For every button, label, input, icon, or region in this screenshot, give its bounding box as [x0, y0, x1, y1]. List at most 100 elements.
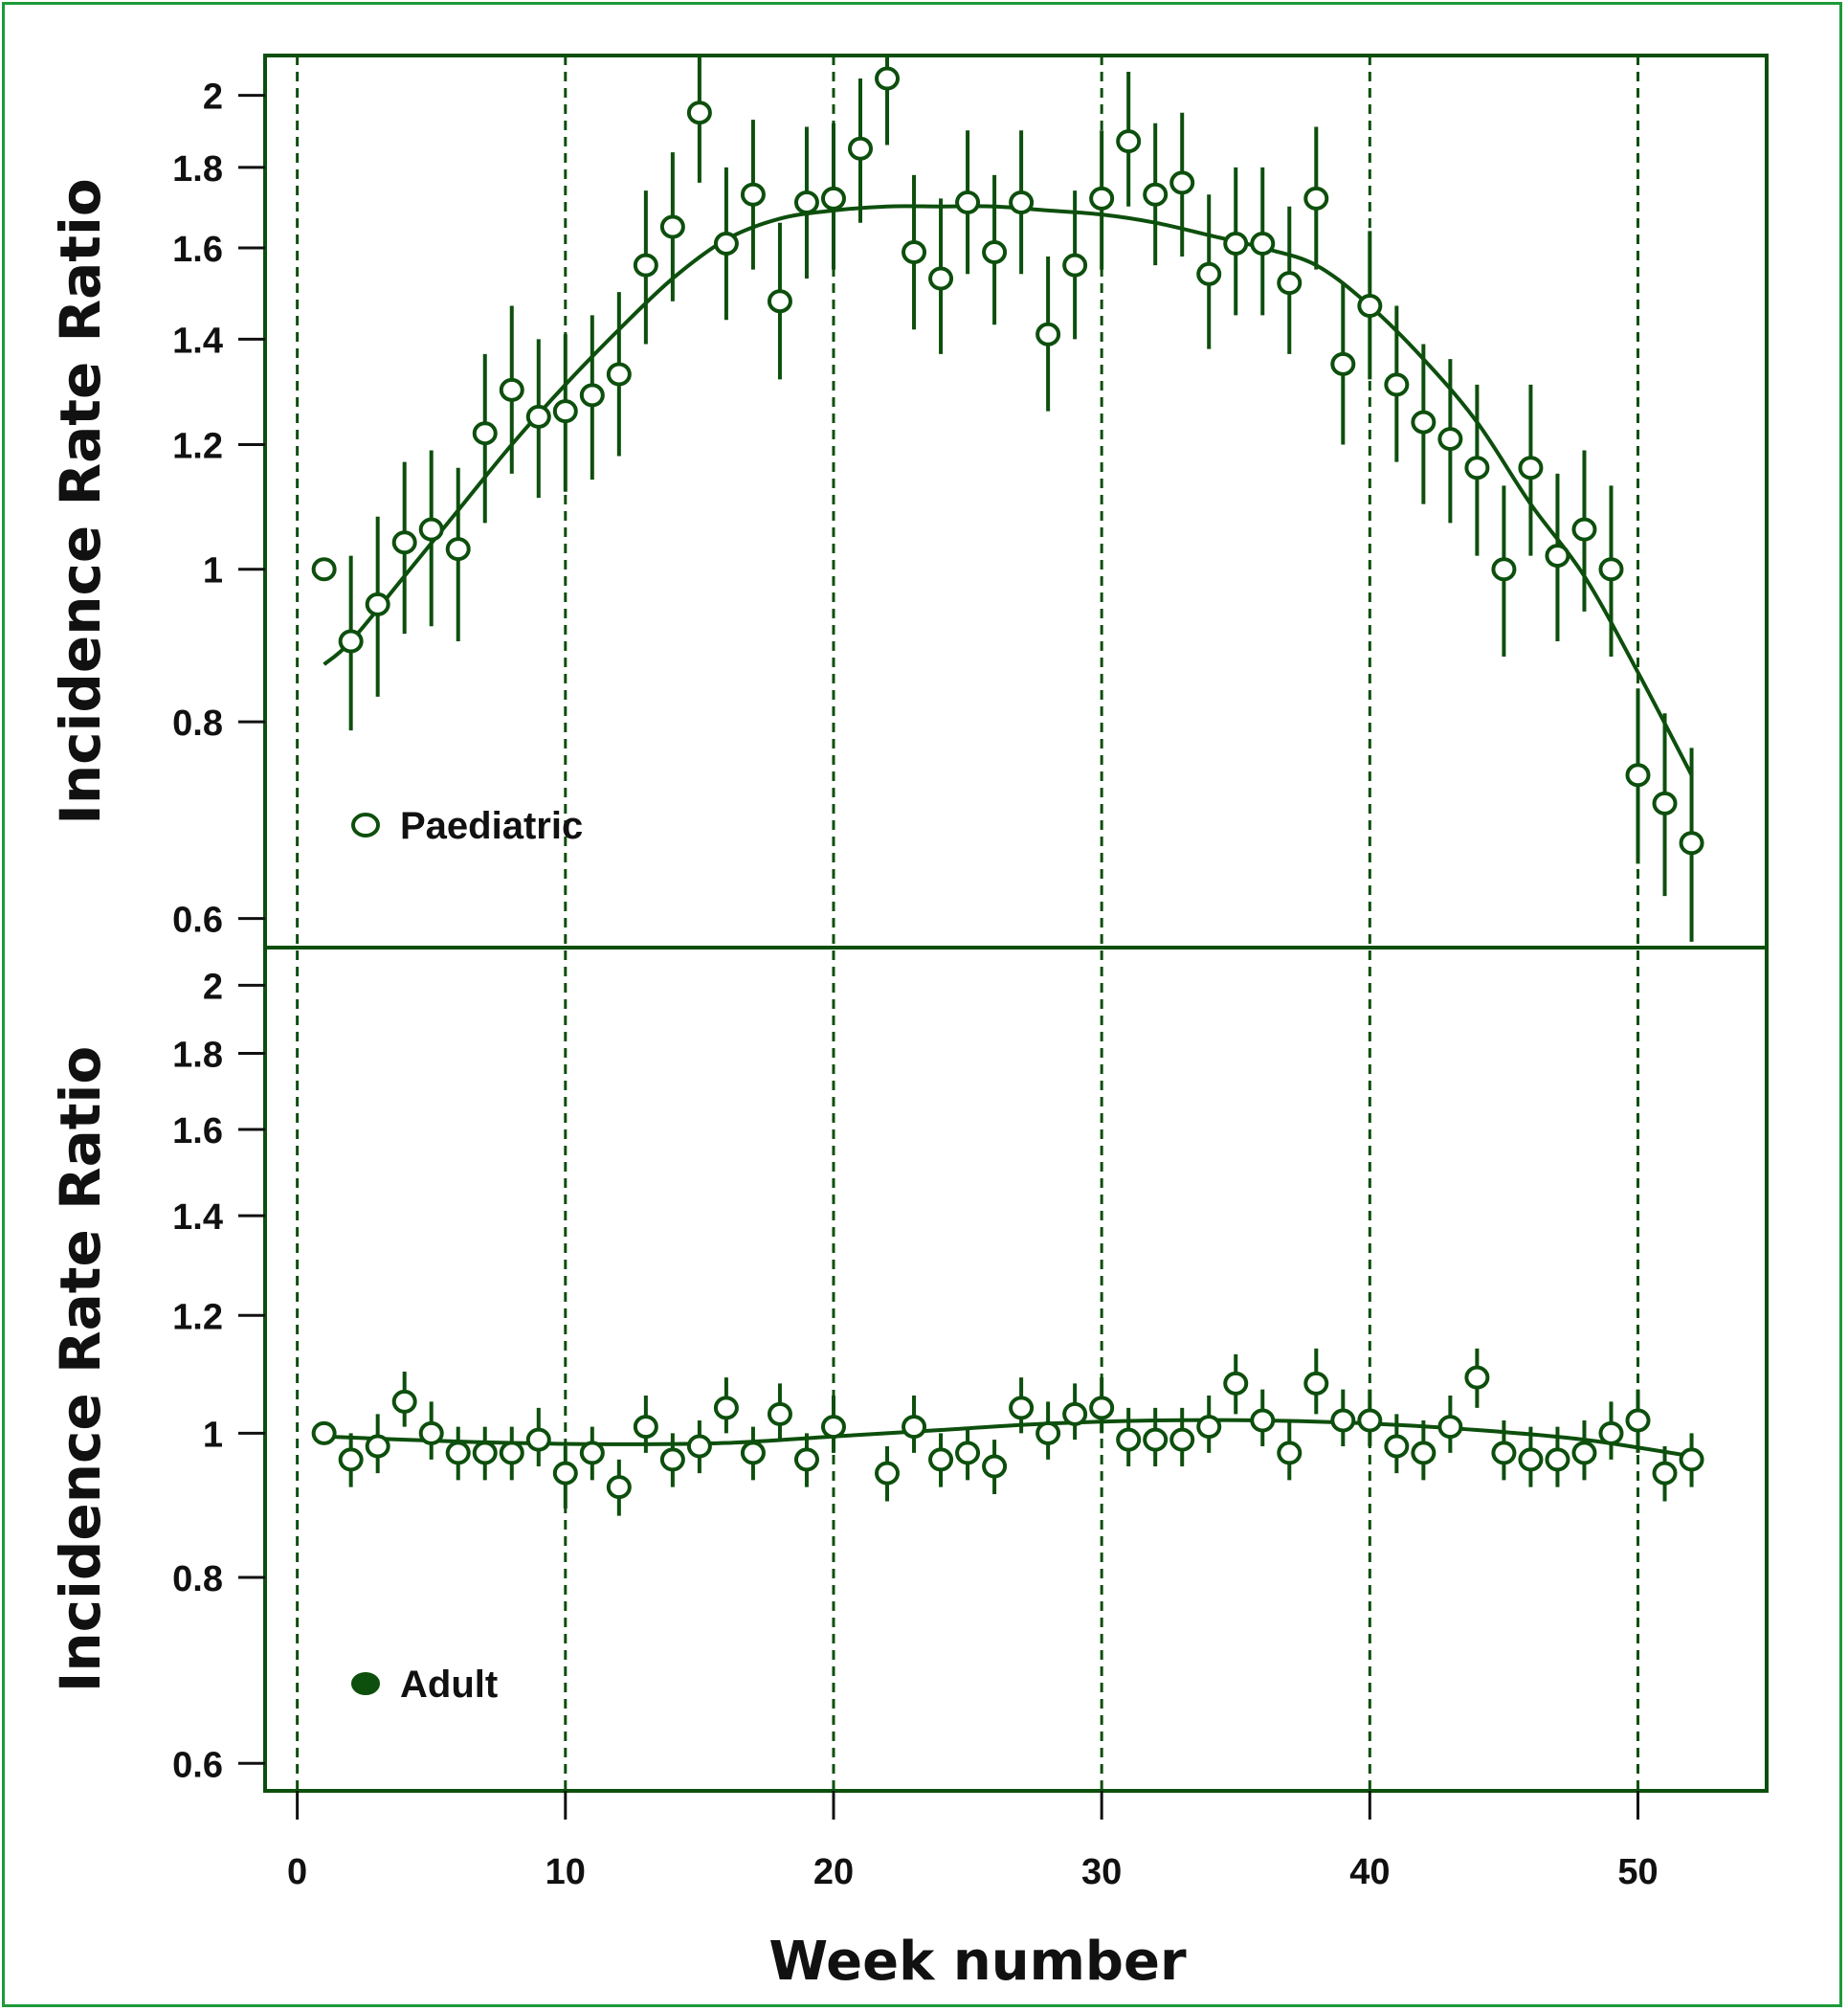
data-point — [740, 1441, 766, 1465]
data-point — [982, 239, 1008, 264]
data-point — [1464, 456, 1490, 480]
y-tick-label: 2 — [203, 967, 223, 1007]
y-tick-label: 1 — [203, 551, 223, 592]
data-point — [1035, 322, 1061, 346]
y-tick-label: 0.6 — [172, 901, 223, 941]
data-point — [1143, 1427, 1169, 1452]
data-point — [1652, 791, 1678, 816]
x-tick-label: 50 — [1617, 1852, 1658, 1892]
data-point — [472, 1441, 498, 1465]
data-point — [606, 362, 632, 387]
data-point — [659, 1447, 685, 1472]
data-point — [686, 101, 712, 125]
y-tick-label: 2 — [203, 78, 223, 118]
data-point — [982, 1454, 1008, 1479]
y-tick-label: 1.4 — [172, 1197, 223, 1238]
data-point — [311, 1420, 337, 1445]
data-point — [445, 1441, 471, 1465]
y-axis-title: Incidence Rate Ratio — [48, 178, 113, 825]
y-tick-label: 1.2 — [172, 426, 223, 466]
data-point — [1223, 1371, 1249, 1396]
plot-border — [263, 54, 1769, 1793]
data-point — [1357, 1408, 1383, 1433]
data-point — [740, 182, 766, 207]
y-tick-label: 1.6 — [172, 1111, 223, 1151]
data-point — [338, 1447, 364, 1472]
data-point — [391, 530, 417, 555]
legend-label: Paediatric — [400, 805, 583, 847]
y-tick-label: 1.8 — [172, 1035, 223, 1075]
data-point — [1679, 831, 1704, 856]
data-point — [1303, 1371, 1329, 1396]
data-point — [1598, 557, 1624, 582]
data-point — [1357, 294, 1383, 319]
data-point — [928, 266, 954, 291]
fit-curve-paediatric — [323, 204, 1694, 776]
legends: Paediatric Adult — [351, 805, 583, 1706]
y-tick-label: 1.4 — [172, 321, 223, 361]
data-point — [1625, 763, 1651, 788]
data-point — [418, 517, 444, 542]
data-point — [1330, 1408, 1356, 1433]
data-point — [767, 289, 792, 314]
data-point — [445, 537, 471, 562]
data-point — [1598, 1420, 1624, 1445]
data-point — [820, 1415, 846, 1440]
data-point — [1384, 1434, 1410, 1459]
data-point — [1411, 1441, 1436, 1465]
data-point — [659, 214, 685, 239]
data-point — [1303, 186, 1329, 211]
data-point — [955, 1441, 981, 1465]
axes — [238, 54, 1769, 1820]
data-point — [365, 592, 390, 616]
data-point — [875, 66, 901, 91]
data-point — [1250, 1408, 1276, 1433]
legend-marker-open — [351, 813, 380, 838]
legend-label: Adult — [400, 1664, 498, 1706]
data-point — [1491, 1441, 1517, 1465]
data-point — [1571, 517, 1597, 542]
data-point — [606, 1475, 632, 1500]
data-point — [1196, 1415, 1222, 1440]
data-points — [311, 56, 1704, 1516]
data-point — [713, 232, 739, 257]
y-tick-label: 0.8 — [172, 704, 223, 744]
data-point — [1196, 261, 1222, 286]
data-point — [338, 629, 364, 654]
data-point — [1169, 1427, 1195, 1452]
data-point — [552, 1461, 578, 1486]
x-tick-label: 0 — [287, 1852, 307, 1892]
data-point — [902, 239, 927, 264]
data-point — [1518, 456, 1544, 480]
data-point — [365, 1434, 390, 1459]
x-tick-label: 20 — [813, 1852, 854, 1892]
x-tick-label: 10 — [545, 1852, 586, 1892]
data-point — [686, 1434, 712, 1459]
legend-marker-filled — [351, 1672, 380, 1695]
data-point — [1437, 427, 1463, 452]
data-point — [1250, 232, 1276, 257]
data-point — [875, 1461, 901, 1486]
data-point — [820, 186, 846, 211]
y-tick-label: 0.8 — [172, 1559, 223, 1599]
data-point — [1143, 182, 1169, 207]
data-point — [391, 1389, 417, 1414]
data-point — [847, 136, 873, 161]
data-point — [1277, 1441, 1303, 1465]
gridlines — [296, 56, 1640, 1791]
data-point — [713, 1396, 739, 1420]
data-point — [1545, 1447, 1570, 1472]
data-point — [1330, 351, 1356, 376]
data-point — [1384, 372, 1410, 397]
x-tick-label: 40 — [1349, 1852, 1390, 1892]
axis-labels: 0.6 0.8 1 1.2 1.4 1.6 1.8 2 Incidence Rate Ratio… — [48, 78, 1659, 1993]
data-point — [1009, 1396, 1035, 1420]
data-point — [1062, 1401, 1088, 1426]
data-point — [1571, 1441, 1597, 1465]
data-point — [1545, 544, 1570, 569]
data-point — [1277, 271, 1303, 296]
data-point — [552, 399, 578, 424]
data-point — [1116, 129, 1142, 154]
